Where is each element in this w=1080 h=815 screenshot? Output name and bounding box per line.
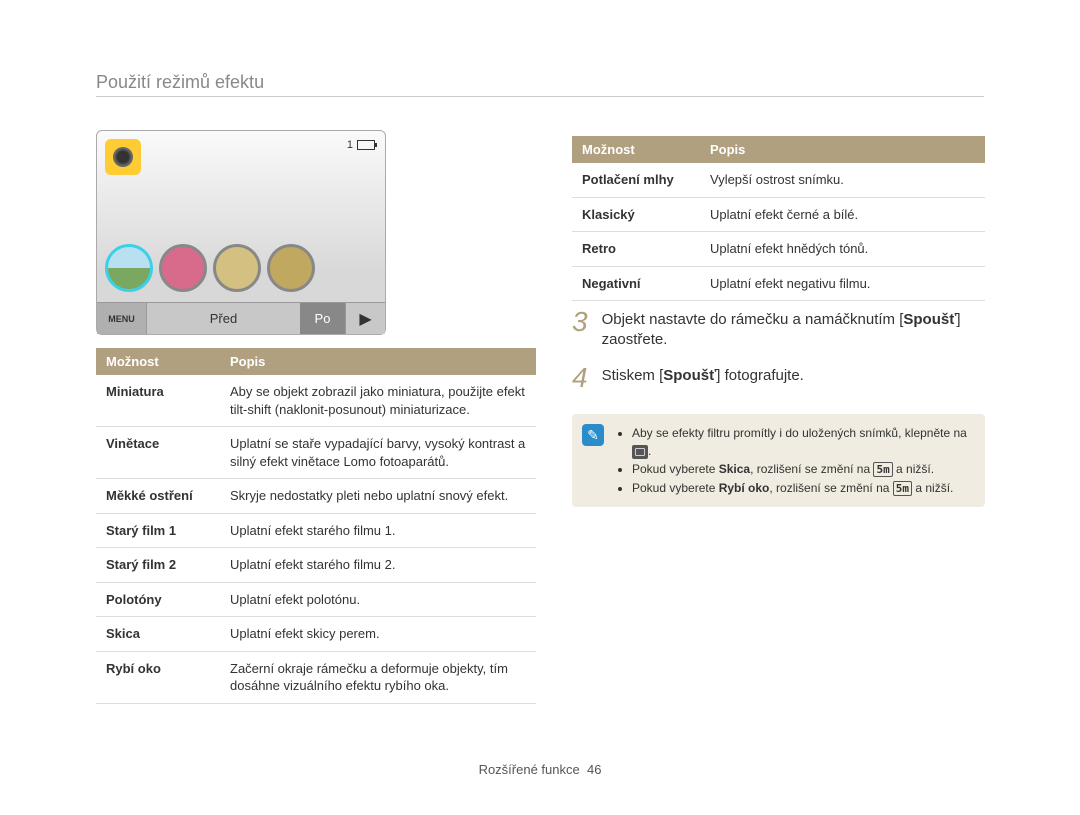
options-table-left: Možnost Popis MiniaturaAby se objekt zob… — [96, 348, 536, 704]
thumb-3 — [213, 244, 261, 292]
table-row: Starý film 2Uplatní efekt starého filmu … — [96, 548, 536, 583]
th-desc: Popis — [220, 348, 536, 375]
table-row: NegativníUplatní efekt negativu filmu. — [572, 266, 985, 301]
step-4: 4 Stiskem [Spoušť] fotografujte. — [572, 364, 804, 392]
thumb-1 — [105, 244, 153, 292]
menu-button: MENU — [97, 303, 147, 334]
th-option: Možnost — [572, 136, 700, 163]
resolution-badge: 5m — [873, 462, 892, 477]
table-row: MiniaturaAby se objekt zobrazil jako min… — [96, 375, 536, 427]
note-item: Aby se efekty filtru promítly i do ulože… — [632, 424, 973, 460]
page-footer: Rozšířené funkce 46 — [0, 762, 1080, 777]
thumb-4 — [267, 244, 315, 292]
table-row: Starý film 1Uplatní efekt starého filmu … — [96, 513, 536, 548]
table-row: Potlačení mlhyVylepší ostrost snímku. — [572, 163, 985, 197]
battery-icon — [357, 140, 375, 150]
before-label: Před — [147, 311, 300, 326]
note-item: Pokud vyberete Skica, rozlišení se změní… — [632, 460, 973, 479]
note-icon: ✎ — [582, 424, 604, 446]
step-number: 4 — [572, 364, 588, 392]
apply-icon — [632, 445, 648, 459]
note-item: Pokud vyberete Rybí oko, rozlišení se zm… — [632, 479, 973, 498]
camera-preview-screenshot: 1 MENU Před Po ▶ — [96, 130, 386, 335]
step-text: Objekt nastavte do rámečku a namáčknutím… — [602, 308, 992, 351]
effect-mode-icon — [105, 139, 141, 175]
table-row: VinětaceUplatní se staře vypadající barv… — [96, 427, 536, 479]
photo-counter: 1 — [347, 139, 353, 151]
playback-icon: ▶ — [345, 303, 385, 334]
table-row: Rybí okoZačerní okraje rámečku a deformu… — [96, 651, 536, 703]
table-row: SkicaUplatní efekt skicy perem. — [96, 617, 536, 652]
preview-bottom-bar: MENU Před Po ▶ — [97, 302, 385, 334]
table-row: PolotónyUplatní efekt polotónu. — [96, 582, 536, 617]
title-underline — [96, 96, 984, 97]
th-desc: Popis — [700, 136, 985, 163]
options-table-right: Možnost Popis Potlačení mlhyVylepší ostr… — [572, 136, 985, 301]
preview-status: 1 — [347, 139, 375, 151]
th-option: Možnost — [96, 348, 220, 375]
step-text: Stiskem [Spoušť] fotografujte. — [602, 364, 804, 392]
after-label: Po — [300, 303, 345, 334]
table-row: Měkké ostřeníSkryje nedostatky pleti neb… — [96, 479, 536, 514]
effect-thumbnails — [105, 244, 315, 292]
step-number: 3 — [572, 308, 588, 351]
resolution-badge: 5m — [893, 481, 912, 496]
note-box: ✎ Aby se efekty filtru promítly i do ulo… — [572, 414, 985, 507]
page-title: Použití režimů efektu — [96, 72, 264, 93]
table-row: RetroUplatní efekt hnědých tónů. — [572, 232, 985, 267]
step-3: 3 Objekt nastavte do rámečku a namáčknut… — [572, 308, 992, 351]
thumb-2 — [159, 244, 207, 292]
table-row: KlasickýUplatní efekt černé a bílé. — [572, 197, 985, 232]
